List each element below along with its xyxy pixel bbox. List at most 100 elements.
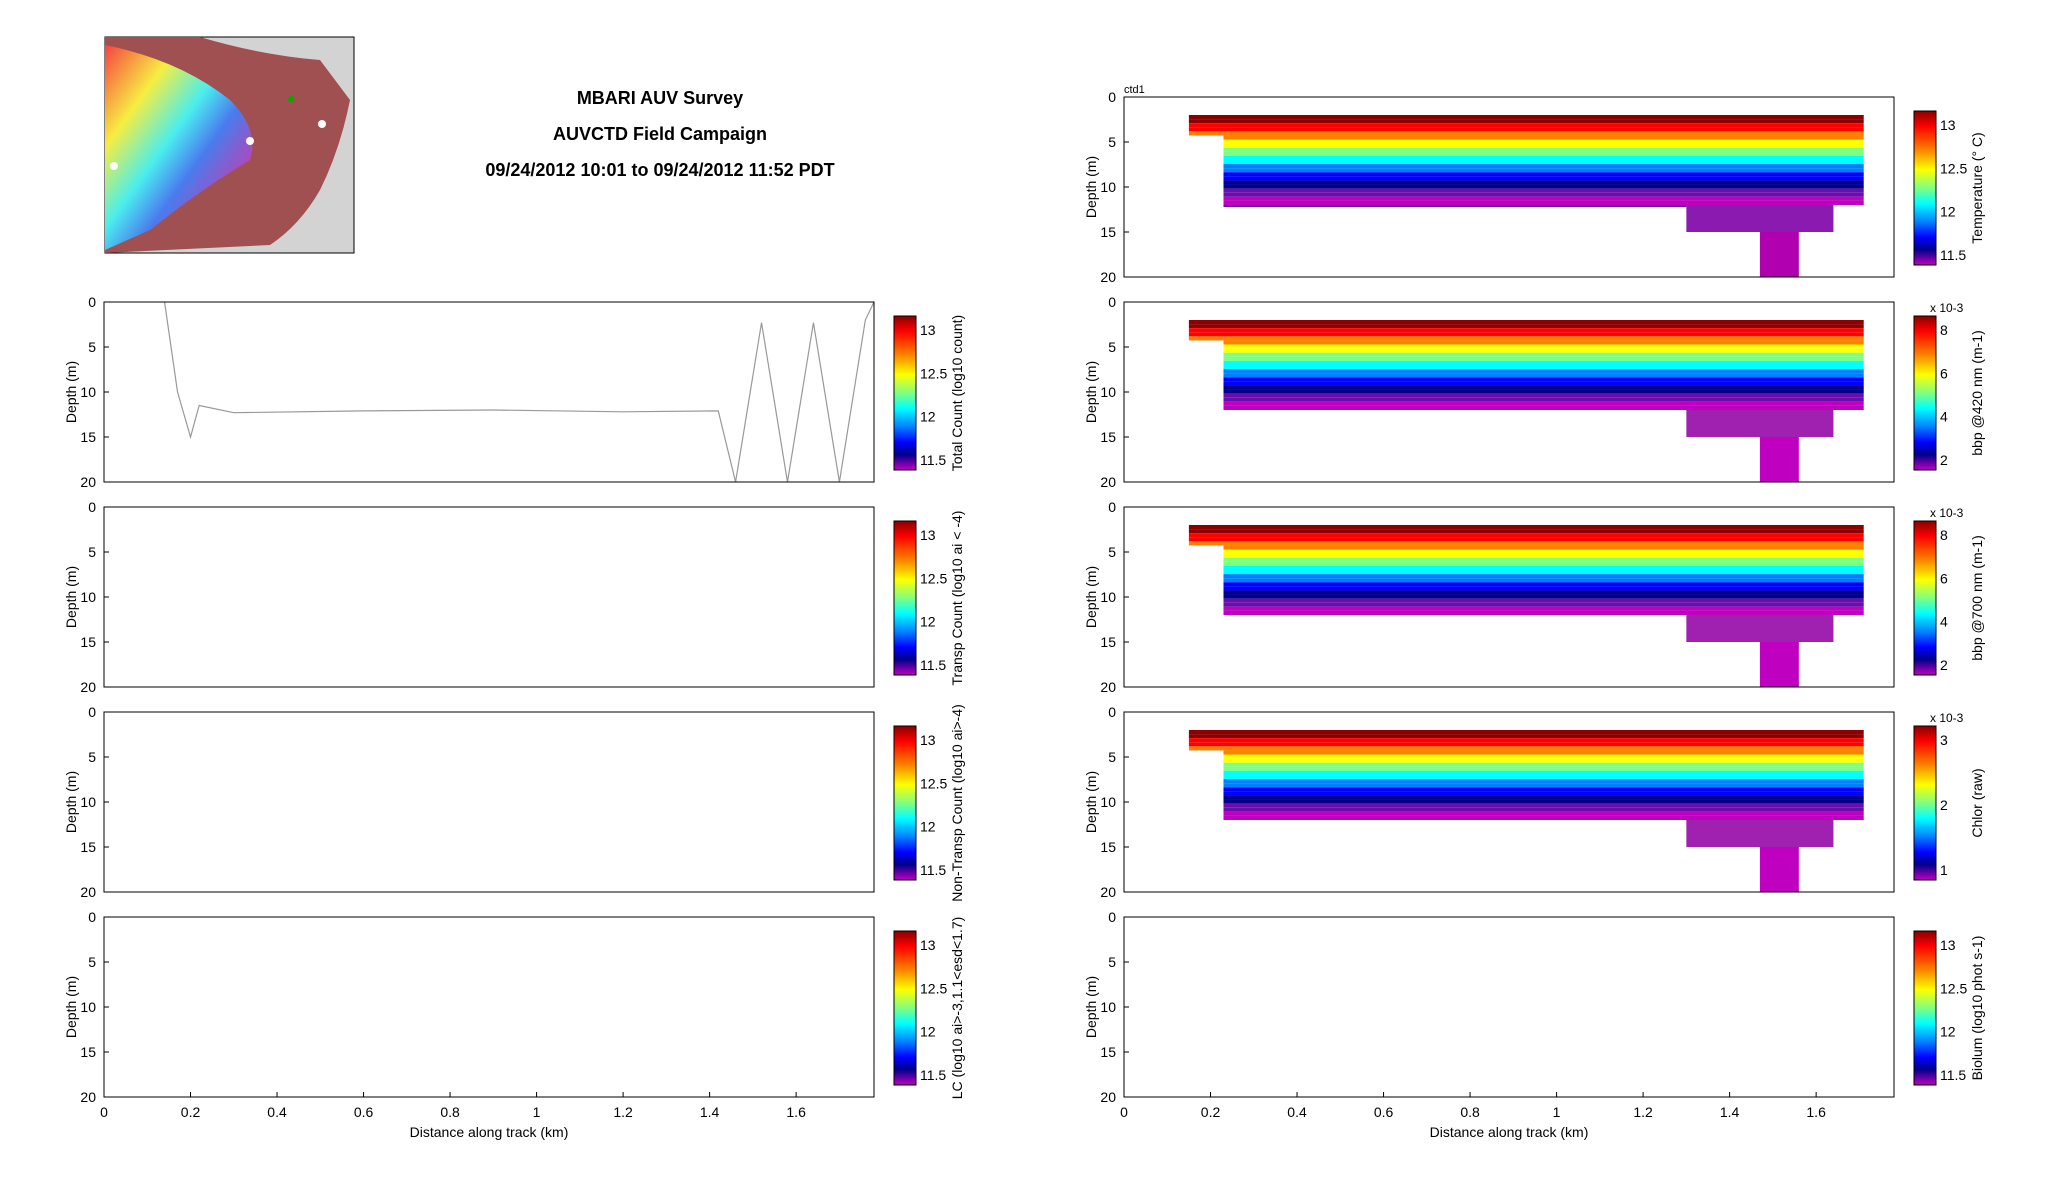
plot-frame — [103, 301, 875, 483]
colorbar — [893, 520, 917, 676]
x-tick-label: 1.6 — [786, 1104, 806, 1120]
section-band — [1223, 594, 1864, 599]
section-band — [1223, 196, 1864, 201]
colorbar-label: Chlor (raw) — [1969, 768, 1985, 837]
y-tick-label: 5 — [1108, 544, 1116, 560]
colorbar-exponent: x 10-3 — [1930, 506, 1964, 520]
section-band — [1188, 115, 1864, 120]
x-tick-label: 0 — [100, 1104, 108, 1120]
section-band — [1223, 389, 1864, 394]
y-tick-label: 0 — [88, 294, 96, 310]
y-tick-label: 0 — [88, 499, 96, 515]
colorbar-tick-label: 2 — [1940, 797, 1948, 813]
x-tick-label: 0.8 — [440, 1104, 460, 1120]
y-tick-label: 5 — [1108, 134, 1116, 150]
section-band — [1188, 328, 1864, 333]
colorbar-tick-label: 11.5 — [920, 657, 946, 673]
section-deep — [1686, 615, 1834, 642]
section-band — [1223, 176, 1864, 181]
section-deepest — [1759, 847, 1799, 892]
y-tick-label: 10 — [1100, 589, 1116, 605]
colorbar-tick-label: 12 — [920, 614, 936, 630]
colorbar-label: Transp Count (log10 ai < -4) — [949, 511, 965, 686]
section-band — [1188, 324, 1864, 329]
section-band — [1223, 397, 1864, 402]
colorbar-exponent: x 10-3 — [1930, 301, 1964, 315]
y-tick-label: 20 — [1100, 474, 1116, 490]
section-band — [1223, 549, 1864, 554]
section-band — [1223, 352, 1864, 357]
chart-panel-right-panel-4: 0 5 10 15 20 Depth (m) 3 2 1 Chlor (raw) x 10-3 — [1083, 704, 1985, 900]
colorbar-tick-label: 4 — [1940, 614, 1948, 630]
section-band — [1223, 602, 1864, 607]
y-tick-label: 20 — [80, 474, 96, 490]
section-band — [1223, 582, 1864, 587]
y-tick-label: 15 — [80, 429, 96, 445]
y-tick-label: 15 — [80, 1044, 96, 1060]
section-deepest — [1759, 642, 1799, 687]
colorbar-tick-label: 8 — [1940, 527, 1948, 543]
colorbar-label: Total Count (log10 count) — [949, 315, 965, 471]
section-band — [1223, 565, 1864, 570]
colorbar-exponent: x 10-3 — [1930, 711, 1964, 725]
section-band — [1223, 365, 1864, 370]
y-tick-label: 5 — [88, 749, 96, 765]
y-tick-label: 0 — [88, 909, 96, 925]
section-band — [1223, 815, 1864, 820]
section-deep — [1686, 205, 1834, 232]
section-band — [1188, 533, 1864, 538]
section-band — [1223, 807, 1864, 812]
colorbar — [1913, 110, 1937, 266]
section-band — [1223, 606, 1864, 611]
colorbar-tick-label: 6 — [1940, 365, 1948, 381]
colorbar-tick-label: 12 — [1940, 1024, 1956, 1040]
section-band — [1223, 574, 1864, 579]
section-band — [1223, 184, 1864, 189]
section-band — [1223, 770, 1864, 775]
chart-panel-right-panel-2: 0 5 10 15 20 Depth (m) 8 6 4 2 bbp @420 nm (m-1) x … — [1083, 294, 1985, 490]
section-band — [1223, 373, 1864, 378]
colorbar-tick-label: 13 — [920, 527, 936, 543]
x-tick-label: 0.6 — [354, 1104, 374, 1120]
section-deep — [1686, 410, 1834, 437]
section-band — [1223, 344, 1864, 349]
y-tick-label: 15 — [1100, 839, 1116, 855]
y-tick-label: 5 — [1108, 749, 1116, 765]
section-band — [1223, 561, 1864, 566]
x-tick-label: 1.4 — [1720, 1104, 1740, 1120]
title-line-3: 09/24/2012 10:01 to 09/24/2012 11:52 PDT — [485, 160, 835, 180]
colorbar-tick-label: 11.5 — [1940, 247, 1966, 263]
section-band — [1223, 795, 1864, 800]
section-band — [1188, 119, 1864, 124]
colorbar-tick-label: 12 — [920, 819, 936, 835]
y-tick-label: 20 — [1100, 269, 1116, 285]
x-axis-label: Distance along track (km) — [1430, 1124, 1589, 1140]
colorbar-tick-label: 13 — [1940, 937, 1956, 953]
y-axis-label: Depth (m) — [63, 771, 79, 833]
chart-panel-left-panel-2: 0 5 10 15 20 Depth (m) 13 12.5 12 11.5 Transp Coun… — [63, 499, 965, 695]
y-tick-label: 20 — [1100, 1089, 1116, 1105]
section-band — [1223, 783, 1864, 788]
chart-panel-left-panel-3: 0 5 10 15 20 Depth (m) 13 12.5 12 11.5 Non-Transp … — [63, 704, 965, 902]
y-tick-label: 15 — [1100, 224, 1116, 240]
colorbar-tick-label: 11.5 — [920, 452, 946, 468]
y-tick-label: 0 — [1108, 499, 1116, 515]
section-band — [1223, 779, 1864, 784]
section-band — [1223, 192, 1864, 197]
section-band — [1223, 340, 1864, 345]
section-band — [1223, 545, 1864, 550]
section-band — [1223, 775, 1864, 780]
x-tick-label: 0.8 — [1460, 1104, 1480, 1120]
colorbar-tick-label: 13 — [1940, 117, 1956, 133]
section-band — [1223, 803, 1864, 808]
y-tick-label: 0 — [1108, 909, 1116, 925]
colorbar-tick-label: 3 — [1940, 732, 1948, 748]
section-band — [1223, 811, 1864, 816]
colorbar-tick-label: 12 — [920, 1024, 936, 1040]
section-band — [1223, 766, 1864, 771]
section-band — [1223, 356, 1864, 361]
colorbar-label: LC (log10 ai>-3,1.1<esd<1.7) — [949, 917, 965, 1100]
colorbar-tick-label: 12.5 — [1940, 980, 1967, 996]
y-tick-label: 15 — [80, 839, 96, 855]
